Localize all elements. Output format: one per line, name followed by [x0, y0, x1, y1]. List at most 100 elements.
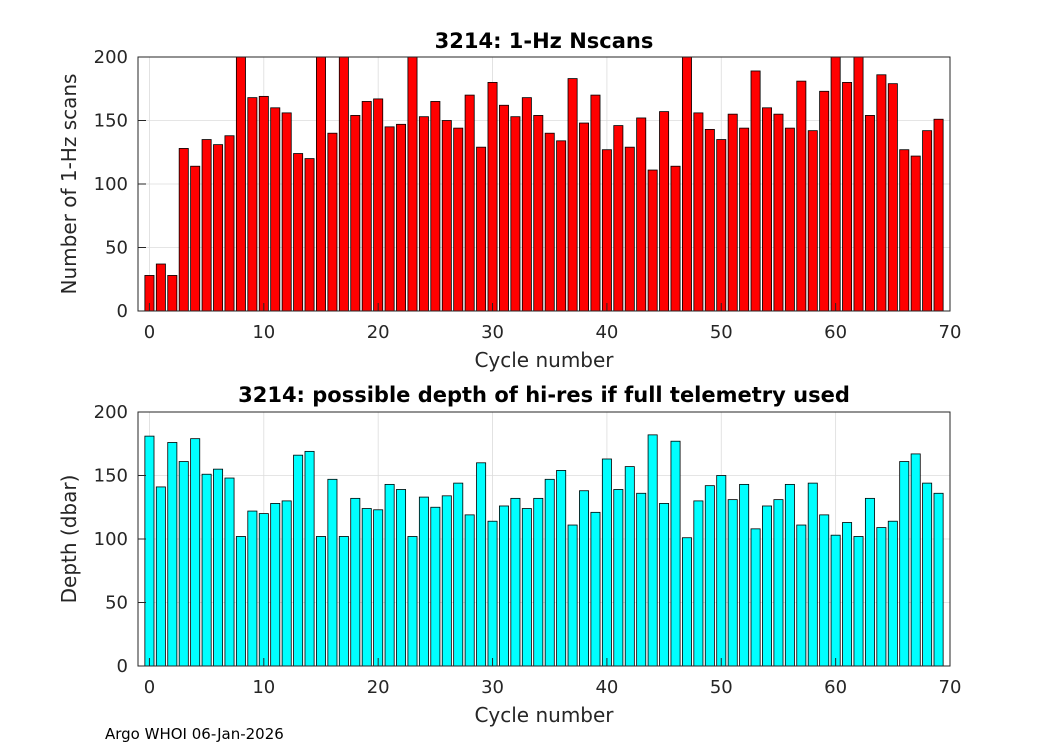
bar	[910, 453, 921, 667]
bar	[373, 509, 384, 667]
bar	[716, 139, 727, 312]
bar	[361, 101, 372, 312]
chart-depth: 3214: possible depth of hi-res if full t…	[57, 383, 961, 727]
y-tick-label: 0	[117, 301, 128, 322]
bar	[922, 130, 933, 312]
bar	[224, 135, 235, 312]
bar	[910, 155, 921, 312]
bar	[727, 499, 738, 667]
bar	[693, 112, 704, 312]
bar	[327, 478, 338, 667]
bar	[155, 263, 166, 312]
bar	[704, 485, 715, 667]
chart-nscans: 3214: 1-Hz Nscans Cycle number Number of…	[57, 29, 961, 372]
bar	[293, 153, 304, 312]
bar	[796, 524, 807, 667]
bar	[933, 492, 944, 667]
bar	[659, 503, 670, 667]
x-tick-label: 40	[595, 677, 618, 698]
bar	[327, 132, 338, 312]
bar	[739, 483, 750, 667]
bar	[842, 82, 853, 312]
bar	[213, 468, 224, 667]
bar	[590, 94, 601, 312]
bar	[750, 528, 761, 667]
x-tick-label: 50	[710, 322, 733, 343]
bar	[235, 56, 246, 312]
bar	[304, 450, 315, 667]
bar	[213, 144, 224, 312]
bar	[784, 483, 795, 667]
bar	[544, 478, 555, 667]
bar	[270, 107, 281, 312]
y-tick-label: 100	[94, 174, 128, 195]
bar	[670, 165, 681, 312]
bar	[350, 497, 361, 667]
bar	[201, 139, 212, 312]
x-tick-label: 0	[144, 677, 155, 698]
bar	[316, 536, 326, 667]
x-axis-label: Cycle number	[474, 703, 614, 727]
x-tick-label: 60	[824, 677, 847, 698]
bar	[281, 112, 292, 312]
bar	[762, 505, 772, 667]
bar	[167, 275, 178, 312]
bar	[819, 514, 830, 667]
bar	[807, 482, 818, 667]
bar	[853, 536, 864, 667]
bar	[590, 511, 601, 667]
bar	[681, 537, 692, 667]
bar	[647, 434, 658, 667]
bar	[247, 510, 258, 667]
y-tick-label: 50	[105, 238, 128, 259]
bar	[613, 125, 624, 312]
x-tick-label: 20	[367, 677, 390, 698]
bar	[681, 56, 692, 312]
bar	[464, 94, 475, 312]
bar	[167, 442, 178, 667]
bar	[624, 146, 635, 312]
x-axis-label: Cycle number	[474, 348, 614, 372]
bar	[155, 486, 166, 667]
x-tick-label: 70	[939, 677, 962, 698]
bar	[727, 113, 738, 312]
bar	[624, 466, 635, 667]
bar	[922, 482, 933, 667]
bar	[521, 97, 532, 312]
bar	[773, 113, 784, 312]
bar	[361, 508, 372, 667]
bar	[556, 470, 567, 667]
bar	[487, 520, 498, 667]
bar	[579, 490, 590, 667]
chart-title: 3214: possible depth of hi-res if full t…	[238, 383, 850, 407]
bar	[190, 438, 201, 667]
y-axis-label: Depth (dbar)	[57, 475, 81, 604]
bar	[544, 132, 555, 312]
bar	[304, 158, 315, 312]
x-tick-label: 40	[595, 322, 618, 343]
bar	[887, 520, 898, 667]
bar	[899, 149, 910, 312]
y-tick-label: 50	[105, 593, 128, 614]
bar	[476, 462, 487, 667]
bar	[316, 56, 326, 312]
bar	[258, 513, 269, 667]
x-tick-label: 50	[710, 677, 733, 698]
bar	[373, 98, 384, 312]
x-tick-label: 70	[939, 322, 962, 343]
y-tick-label: 200	[94, 47, 128, 68]
bar	[338, 536, 349, 667]
bar	[533, 497, 544, 667]
bar	[418, 496, 429, 667]
x-tick-label: 20	[367, 322, 390, 343]
bar	[407, 56, 418, 312]
bar	[201, 473, 212, 667]
bar	[384, 483, 395, 667]
bar	[190, 165, 201, 312]
bar	[521, 508, 532, 667]
bar	[613, 489, 624, 667]
bar	[396, 489, 407, 667]
bar	[762, 107, 772, 312]
bar	[384, 126, 395, 312]
bar	[716, 475, 727, 667]
